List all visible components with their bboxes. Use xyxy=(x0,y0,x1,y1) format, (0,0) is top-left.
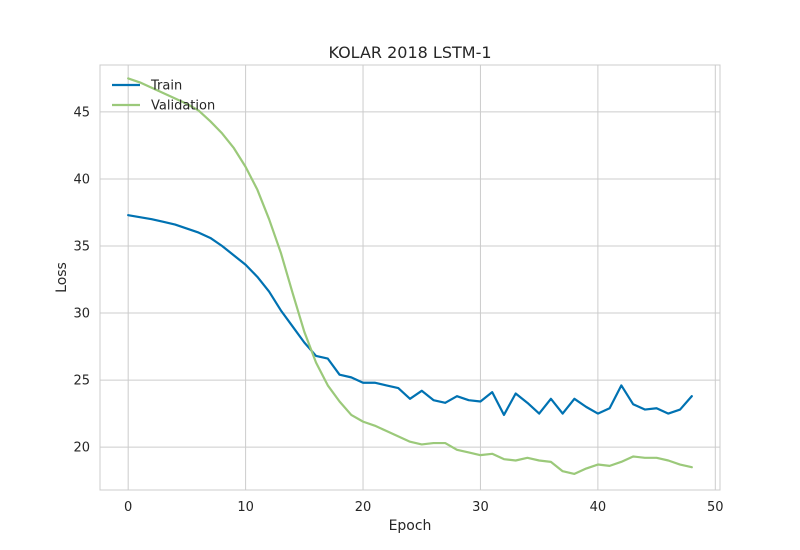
legend-label-train: Train xyxy=(150,79,182,94)
y-axis-label: Loss xyxy=(54,262,70,293)
y-tick-label: 35 xyxy=(73,239,90,254)
y-tick-label: 40 xyxy=(73,172,90,187)
x-tick-label: 20 xyxy=(355,500,372,515)
x-tick-label: 50 xyxy=(707,500,724,515)
grid-lines xyxy=(100,65,720,490)
y-tick-label: 25 xyxy=(73,374,90,389)
x-tick-label: 10 xyxy=(237,500,254,515)
plot-frame xyxy=(99,64,721,491)
series-line-validation xyxy=(127,77,693,476)
series-lines xyxy=(127,77,693,476)
x-tick-label: 40 xyxy=(590,500,607,515)
x-tick-label: 0 xyxy=(124,500,132,515)
y-tick-label: 45 xyxy=(73,105,90,120)
y-tick-label: 20 xyxy=(73,441,90,456)
legend-label-validation: Validation xyxy=(151,99,215,114)
chart-title: KOLAR 2018 LSTM-1 xyxy=(328,43,491,62)
legend: Train Validation xyxy=(112,79,215,114)
x-tick-label: 30 xyxy=(472,500,489,515)
tick-labels: 0 10 20 30 40 50 20 25 30 35 40 45 xyxy=(73,105,723,515)
x-axis-label: Epoch xyxy=(389,518,432,534)
series-line-train xyxy=(127,214,693,417)
y-tick-label: 30 xyxy=(73,307,90,322)
